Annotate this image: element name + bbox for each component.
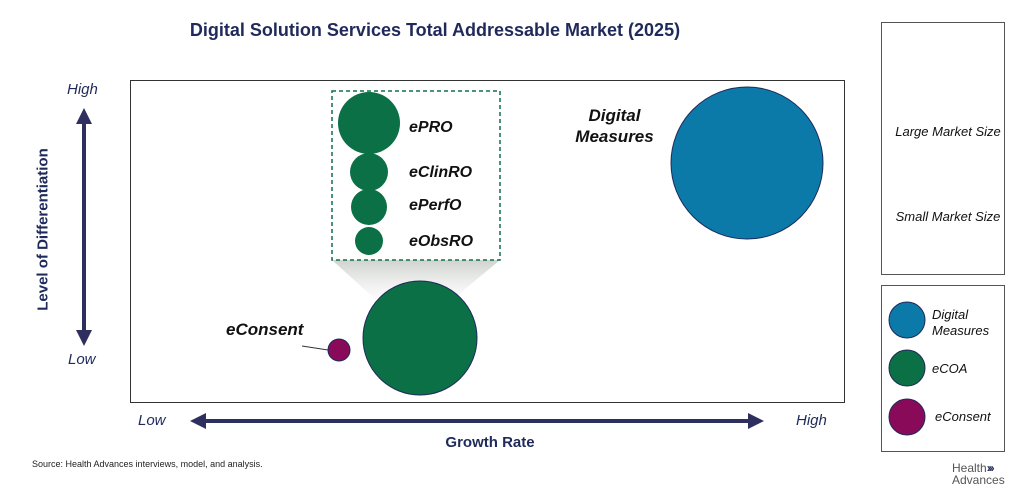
legend-ecoa-label: eCOA xyxy=(932,361,968,376)
y-axis-low-label: Low xyxy=(68,351,96,368)
legend-ecoa-swatch xyxy=(888,349,926,387)
digital-measures-bubble xyxy=(670,86,824,240)
legend-small-label: Small Market Size xyxy=(895,209,1001,224)
legend-digital-measures-swatch xyxy=(888,301,926,339)
logo-line1: Health xyxy=(952,461,987,475)
epro-bubble xyxy=(338,92,400,154)
econsent-leader-line xyxy=(301,345,329,351)
ecoa-bubble xyxy=(362,280,478,396)
y-axis-title: Level of Differentiation xyxy=(34,148,52,311)
legend-econsent-swatch xyxy=(888,398,926,436)
epro-label: ePRO xyxy=(409,119,453,136)
eperfo-bubble xyxy=(351,189,387,225)
digital-measures-label: Digital Measures xyxy=(575,106,654,146)
x-axis-arrow xyxy=(190,413,764,429)
logo-line2: Advances xyxy=(952,473,1005,487)
econsent-label: eConsent xyxy=(226,320,304,339)
color-legend xyxy=(881,285,1005,452)
legend-large-label: Large Market Size xyxy=(895,124,1001,139)
inset-cone xyxy=(332,260,500,300)
eperfo-label: ePerfO xyxy=(409,197,462,214)
size-legend xyxy=(881,22,1005,275)
x-axis-title: Growth Rate xyxy=(445,434,535,451)
health-advances-logo: Health››› Advances xyxy=(952,462,1005,486)
chart-title: Digital Solution Services Total Addressa… xyxy=(189,20,681,40)
econsent-bubble xyxy=(327,338,351,362)
x-axis-low-label: Low xyxy=(138,412,166,429)
eclinro-bubble xyxy=(350,153,388,191)
eobsro-bubble xyxy=(355,227,383,255)
logo-chevrons-icon: ››› xyxy=(986,461,995,475)
legend-digital-measures-label: Digital Measures xyxy=(932,307,990,338)
source-note: Source: Health Advances interviews, mode… xyxy=(32,459,263,469)
eobsro-label: eObsRO xyxy=(409,233,474,250)
plot-area xyxy=(130,80,845,403)
y-axis-arrow xyxy=(76,108,92,346)
legend-econsent-label: eConsent xyxy=(935,409,991,424)
x-axis-high-label: High xyxy=(796,412,827,429)
y-axis-high-label: High xyxy=(67,81,98,98)
eclinro-label: eClinRO xyxy=(409,164,473,181)
